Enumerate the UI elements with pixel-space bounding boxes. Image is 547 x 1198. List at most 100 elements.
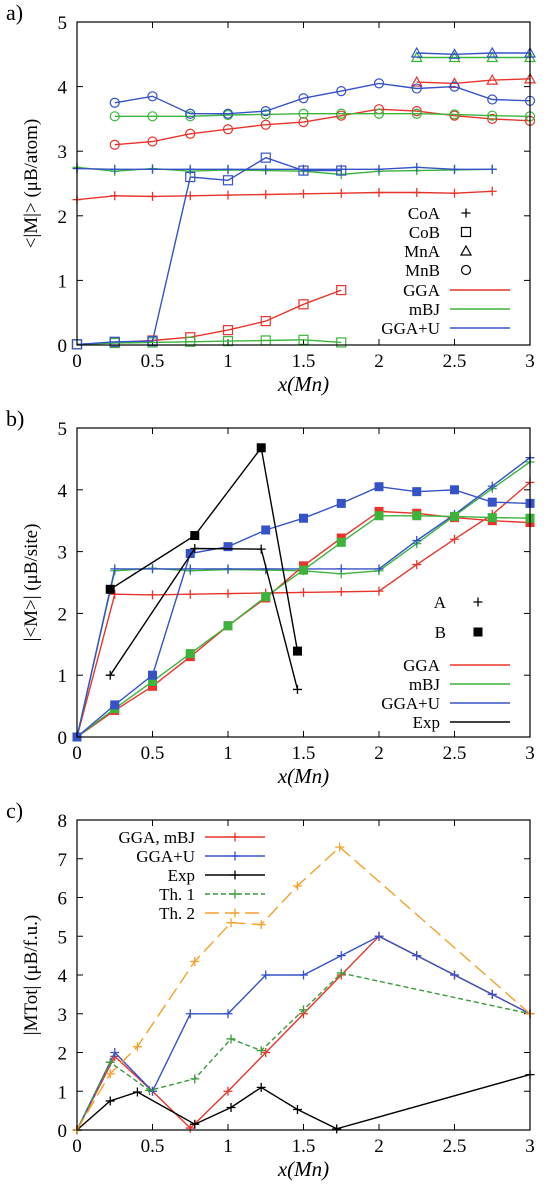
x-tick-label: 0 — [72, 743, 82, 764]
data-point — [410, 75, 423, 87]
series-mBJ-CoA — [72, 162, 497, 179]
data-point — [487, 164, 497, 174]
data-point — [105, 670, 115, 680]
data-point — [336, 86, 347, 97]
data-point — [190, 544, 200, 554]
data-point — [374, 564, 384, 574]
data-point — [411, 106, 422, 117]
data-point — [132, 1042, 142, 1052]
x-tick-label: 0.5 — [141, 351, 165, 372]
data-point — [336, 337, 347, 348]
x-tick-label: 1.5 — [292, 743, 316, 764]
y-tick-label: 5 — [58, 927, 68, 948]
data-point — [299, 565, 308, 575]
series-GGA+U-A — [72, 453, 535, 742]
data-point — [190, 956, 200, 966]
y-tick-label: 3 — [58, 1005, 68, 1026]
y-tick-label: 8 — [58, 811, 68, 832]
data-point — [374, 931, 384, 941]
data-point — [110, 191, 120, 201]
series-GGA+U — [72, 931, 535, 1135]
plot-frame — [76, 21, 531, 346]
data-point — [487, 110, 498, 121]
data-point — [185, 589, 195, 599]
data-point — [185, 128, 196, 139]
series-GGA — [72, 931, 535, 1135]
data-point — [185, 108, 196, 119]
data-point — [487, 497, 497, 507]
data-point — [147, 336, 158, 347]
data-point — [105, 584, 115, 594]
data-point — [373, 108, 385, 119]
data-point — [256, 1082, 266, 1092]
legend-marker-label: CoA — [408, 204, 441, 223]
legend-marker — [460, 226, 472, 238]
data-point — [223, 190, 233, 200]
data-point — [260, 106, 271, 117]
data-point — [185, 191, 195, 201]
series-mBJ-B — [72, 511, 535, 742]
legend-marker — [230, 832, 240, 842]
data-point — [223, 564, 233, 574]
x-tick-label: 1.5 — [292, 351, 316, 372]
data-point — [336, 537, 346, 547]
data-point — [374, 482, 384, 492]
data-point — [261, 189, 271, 199]
data-point — [222, 325, 234, 336]
data-point — [450, 485, 459, 495]
data-point — [412, 162, 422, 172]
data-point — [298, 334, 309, 345]
panel-label: a) — [6, 0, 23, 25]
data-point — [109, 111, 120, 122]
legend-line-label: GGA+U — [136, 847, 195, 866]
panel-label: b) — [6, 406, 24, 431]
data-point — [487, 94, 498, 105]
data-point — [292, 684, 302, 694]
series-line — [76, 935, 531, 1131]
data-point — [412, 188, 422, 198]
series-Exp-A — [105, 544, 302, 694]
series-mBJ-MnB — [109, 108, 536, 122]
data-point — [298, 165, 309, 176]
data-point — [105, 1057, 115, 1067]
data-point — [148, 676, 157, 686]
series-line — [416, 78, 531, 85]
data-point — [412, 535, 422, 545]
data-point — [185, 171, 196, 183]
x-tick-label: 1 — [223, 351, 233, 372]
y-tick-label: 2 — [58, 207, 68, 228]
data-point — [292, 881, 302, 891]
data-point — [256, 544, 266, 554]
data-point — [190, 531, 200, 541]
data-point — [110, 589, 120, 599]
series-Exp-B — [105, 443, 302, 656]
data-point — [226, 918, 236, 928]
data-point — [110, 164, 120, 174]
data-point — [147, 136, 158, 147]
y-axis-label: |MTot| (μB/f.u.) — [21, 915, 42, 1035]
series-line — [76, 935, 531, 1131]
data-point — [148, 191, 157, 201]
x-tick-label: 3 — [525, 743, 535, 764]
x-axis-label: x(Mn) — [277, 764, 329, 788]
x-tick-label: 2.5 — [443, 743, 467, 764]
y-tick-label: 3 — [58, 543, 68, 564]
data-point — [412, 951, 422, 961]
legend-line-label: GGA, mBJ — [118, 828, 195, 847]
data-point — [292, 1104, 302, 1114]
data-point — [148, 590, 157, 600]
x-tick-label: 3 — [525, 351, 535, 372]
legend-line-label: mBJ — [409, 675, 441, 694]
series-GGA+U-MnA — [410, 46, 537, 59]
data-point — [374, 188, 384, 198]
x-tick-label: 2.5 — [443, 351, 467, 372]
data-point — [261, 164, 271, 174]
x-tick-label: 2 — [374, 743, 384, 764]
series-mBJ-A — [72, 457, 535, 742]
data-point — [256, 443, 266, 453]
data-point — [223, 1086, 233, 1096]
series-line — [76, 457, 531, 738]
series-line — [76, 289, 342, 346]
